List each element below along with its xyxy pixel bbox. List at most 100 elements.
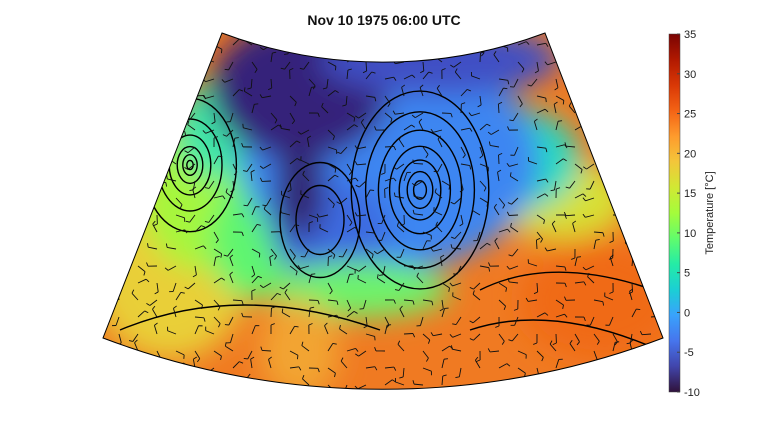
wind-barb [165, 243, 177, 250]
wind-barb [251, 248, 261, 258]
wind-barb [232, 137, 239, 148]
wind-barb [555, 299, 564, 309]
wind-barb [625, 204, 633, 216]
isobar [182, 153, 198, 177]
wind-barb [639, 330, 652, 336]
wind-barb [397, 340, 405, 352]
wind-barb [232, 163, 238, 176]
wind-barb [555, 214, 567, 219]
wind-barb [628, 282, 633, 295]
wind-barb [433, 37, 443, 46]
wind-barb [251, 289, 256, 301]
wind-barb [322, 78, 329, 90]
wind-barb [495, 316, 500, 328]
wind-barb [251, 224, 261, 233]
wind-barb [321, 102, 329, 114]
wind-barb [289, 265, 298, 276]
wind-barb [194, 384, 201, 390]
wind-barb [533, 118, 538, 131]
wind-barb [339, 324, 348, 335]
wind-barb [381, 163, 386, 175]
wind-barb [527, 157, 538, 165]
wind-barb [374, 126, 386, 131]
wind-barb [145, 95, 158, 100]
wind-barb [479, 197, 489, 207]
wind-barb [643, 170, 652, 182]
wind-barb [593, 299, 605, 306]
wind-barb [564, 296, 576, 301]
wind-barb [450, 61, 462, 68]
colorbar-label: Temperature [°C] [704, 171, 716, 254]
wind-barb [118, 350, 127, 361]
wind-barb [441, 374, 447, 386]
wind-barb [153, 214, 158, 227]
wind-barb [308, 221, 313, 233]
wind-barb [593, 231, 605, 237]
wind-barb [117, 169, 122, 182]
wind-barb [507, 197, 519, 205]
wind-barb [593, 333, 600, 345]
wind-barb [403, 333, 416, 338]
wind-barb [103, 280, 112, 285]
wind-barb [650, 95, 657, 107]
wind-barb [513, 299, 519, 311]
wind-barb [175, 112, 185, 121]
wind-barb [396, 248, 405, 258]
wind-barb [259, 163, 272, 169]
wind-barb [399, 305, 405, 318]
wind-barb [302, 170, 310, 182]
wind-barb [213, 299, 221, 311]
wind-barb [251, 61, 258, 73]
wind-barb [629, 288, 633, 301]
wind-barb [194, 70, 204, 80]
wind-barb [279, 124, 291, 131]
wind-barb [555, 313, 568, 318]
wind-barb [384, 186, 389, 199]
wind-barb [164, 78, 177, 83]
wind-barb [213, 136, 218, 148]
wind-barb [354, 145, 367, 150]
wind-barb [226, 333, 234, 344]
wind-barb [131, 289, 139, 301]
wind-barb [453, 265, 462, 275]
wind-barb [455, 367, 462, 379]
wind-barb [384, 112, 393, 123]
wind-barb [137, 173, 148, 182]
wind-barb [506, 265, 519, 270]
wind-barb [574, 61, 584, 71]
wind-barb [508, 248, 519, 257]
wind-barb [263, 205, 272, 216]
wind-barb [565, 180, 576, 189]
wind-barb [213, 384, 221, 390]
wind-barb [533, 333, 538, 345]
wind-barb [147, 139, 158, 148]
wind-barb [498, 87, 508, 97]
wind-barb [145, 109, 158, 115]
wind-barb [469, 333, 481, 341]
wind-barb [549, 340, 557, 352]
wind-barb [583, 163, 595, 170]
wind-barb [113, 356, 120, 369]
wind-barb [299, 61, 310, 70]
colorbar-tick-label: 25 [684, 109, 696, 121]
wind-barb [498, 197, 506, 209]
wind-barb [639, 248, 652, 254]
wind-barb [479, 242, 491, 250]
wind-barb [308, 112, 320, 117]
wind-barb [134, 339, 139, 352]
wind-barb [574, 256, 582, 267]
wind-barb [582, 197, 595, 202]
wind-barb [384, 146, 397, 151]
wind-barb [508, 333, 519, 342]
wind-barb [593, 61, 604, 69]
colorbar-tick-label: -10 [684, 387, 700, 399]
wind-barb [175, 291, 185, 301]
wind-barb [362, 61, 368, 74]
wind-barb [259, 146, 272, 151]
wind-barb [612, 190, 623, 199]
wind-barb [525, 297, 538, 302]
wind-barb [132, 112, 139, 124]
isobar [406, 170, 434, 210]
wind-barb [650, 214, 659, 225]
wind-barb [587, 272, 595, 284]
